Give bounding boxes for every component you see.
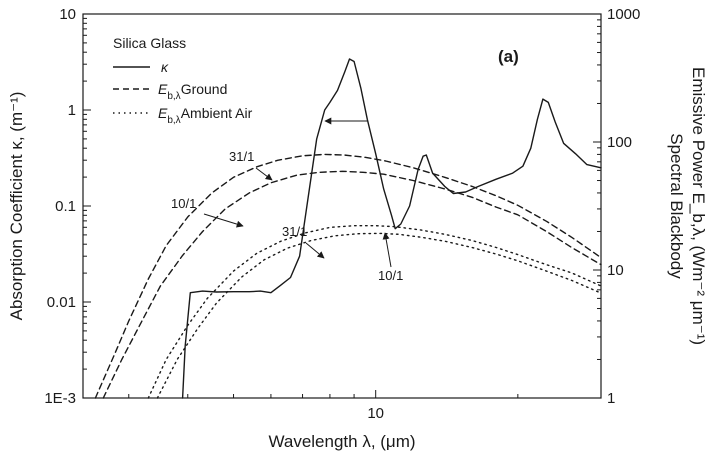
y-left-tick-label: 10 xyxy=(59,6,76,23)
legend-air-symbol: E xyxy=(158,105,168,121)
legend-title: Silica Glass xyxy=(113,35,186,51)
x-axis-label: Wavelength λ, (μm) xyxy=(268,432,415,451)
series-layer xyxy=(94,58,602,399)
annotation-air-10-arrow xyxy=(382,232,392,268)
y-right-tick-label: 100 xyxy=(607,134,632,151)
y-axis-label-left: Absorption Coefficient κ, (m⁻¹) xyxy=(7,92,26,321)
y-right-tick-label: 10 xyxy=(607,262,624,279)
axis-ticks: 10 1E-3 0.01 0.1 1 10 1 10 100 1000 xyxy=(44,6,640,422)
legend-label-air: Eb,λAmbient Air xyxy=(158,105,253,126)
series-eb_air-curve-2 xyxy=(156,232,602,399)
legend-ground-symbol: E xyxy=(158,81,168,97)
annotations: 31/1 10/1 31/1 10/1 xyxy=(171,117,403,283)
annotation-ground-31-arrow xyxy=(255,167,273,181)
y-right-tick-label: 1 xyxy=(607,390,615,407)
series-eb_ground-curve-1 xyxy=(94,153,602,399)
legend-ground-sub: b,λ xyxy=(167,91,180,102)
legend: Silica Glass κ Eb,λGround Eb,λAmbient Ai… xyxy=(113,35,253,126)
y-axis-label-right-line1: Spectral Blackbody xyxy=(667,133,686,279)
y-left-tick-label: 0.1 xyxy=(55,198,76,215)
legend-air-text: Ambient Air xyxy=(181,105,253,121)
legend-label-kappa: κ xyxy=(161,59,169,75)
y-right-tick-label: 1000 xyxy=(607,6,640,23)
legend-ground-text: Ground xyxy=(181,81,228,97)
series-kappa xyxy=(181,58,602,399)
annotation-ground-31: 31/1 xyxy=(229,149,254,164)
y-left-tick-label: 1 xyxy=(68,102,76,119)
legend-air-sub: b,λ xyxy=(167,115,180,126)
x-tick-label: 10 xyxy=(367,405,384,422)
legend-label-ground: Eb,λGround xyxy=(158,81,227,102)
panel-label: (a) xyxy=(498,47,519,66)
annotation-ground-10-arrow xyxy=(203,213,244,228)
annotation-air-31: 31/1 xyxy=(282,224,307,239)
y-left-tick-label: 0.01 xyxy=(47,294,76,311)
annotation-ground-10: 10/1 xyxy=(171,196,196,211)
annotation-air-31-arrow xyxy=(305,242,325,259)
series-eb_ground-curve-2 xyxy=(102,170,602,399)
annotation-air-10: 10/1 xyxy=(378,268,403,283)
series-eb_air-curve-1 xyxy=(147,224,602,399)
y-axis-label-right-line2: Emissive Power E_b,λ, (Wm⁻² μm⁻¹) xyxy=(689,67,708,345)
y-left-tick-label: 1E-3 xyxy=(44,390,76,407)
